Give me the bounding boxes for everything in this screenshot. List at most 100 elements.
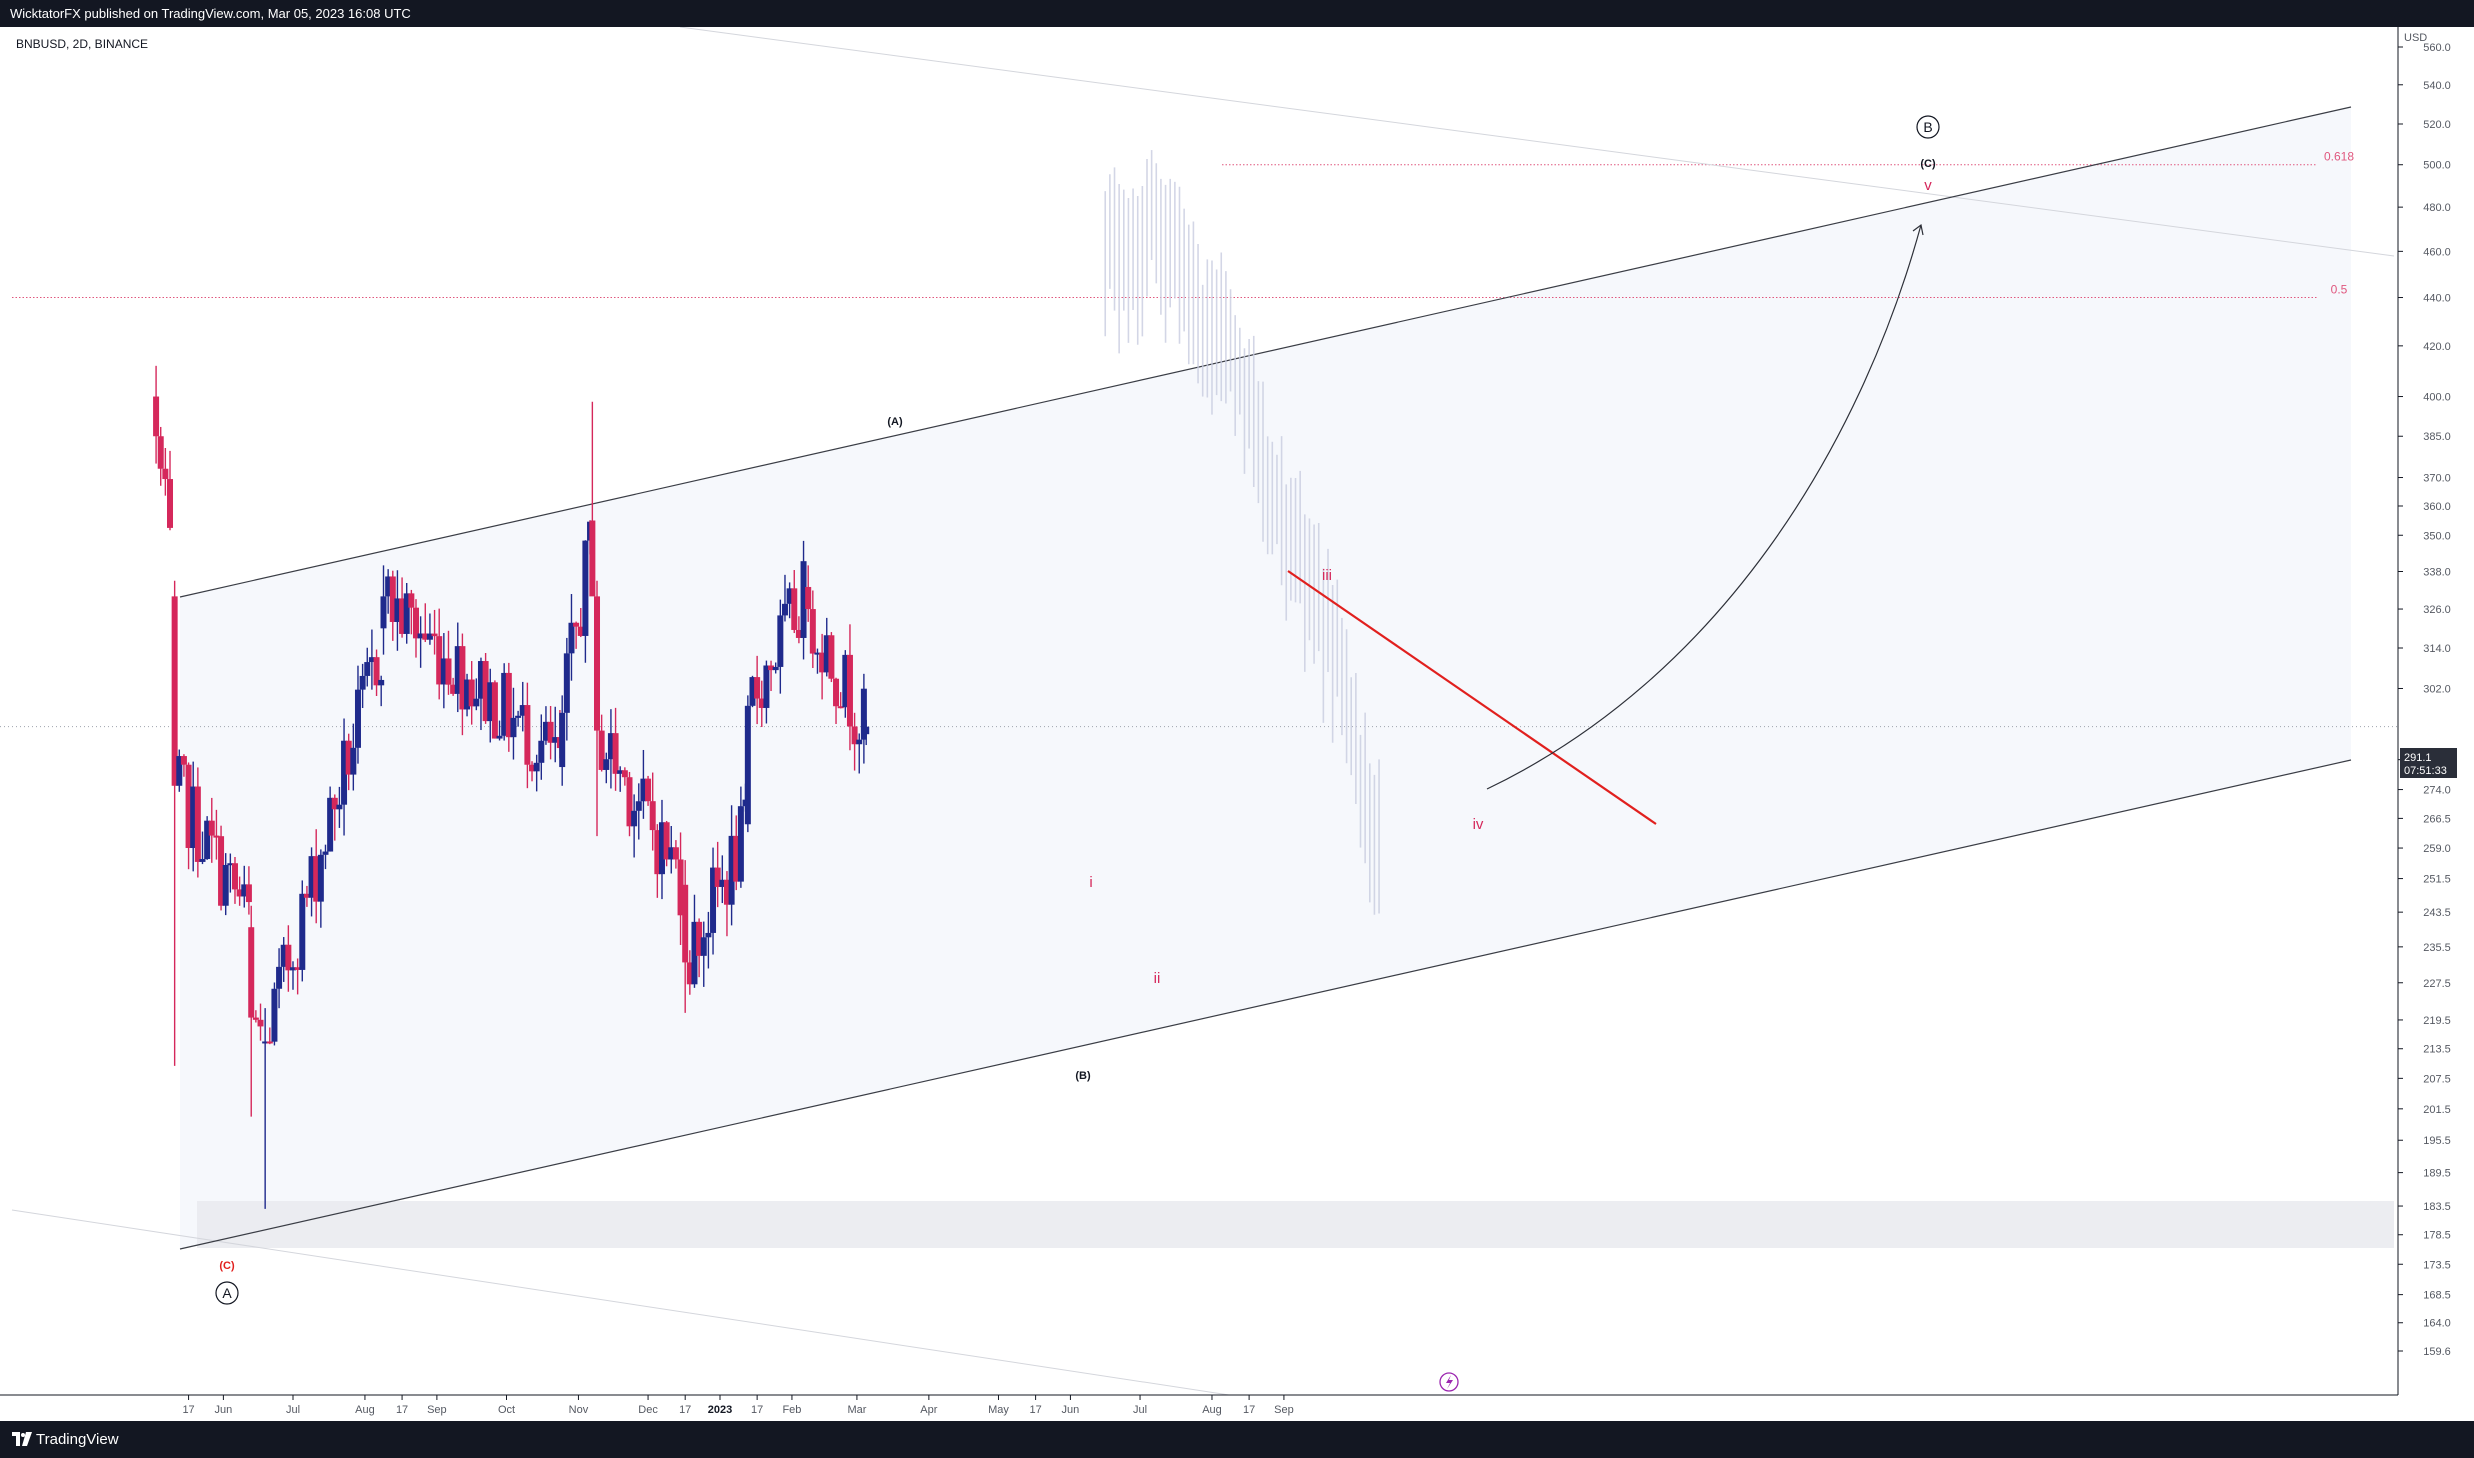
candle-body <box>227 863 234 866</box>
candle-body <box>863 726 870 735</box>
candle-body <box>723 879 730 905</box>
candle-body <box>303 893 310 898</box>
candle-body <box>631 810 638 827</box>
wave-label-int-c-high: (C) <box>1920 158 1936 170</box>
candle-body <box>842 654 849 708</box>
projection-arrow-head <box>1912 223 1924 236</box>
candle-body <box>607 733 614 760</box>
candle-body <box>162 468 169 480</box>
wave-labels: A B (A) (B) (C) (C) i ii iii iv v <box>215 115 1940 1305</box>
y-tick-label: 219.5 <box>2423 1015 2451 1027</box>
candle-body <box>559 712 566 768</box>
x-tick-label: Jun <box>215 1404 233 1416</box>
tradingview-brand[interactable]: TradingView <box>36 1431 119 1448</box>
y-tick-label: 370.0 <box>2423 473 2451 485</box>
publication-bar: WicktatorFX published on TradingView.com… <box>0 0 2474 27</box>
candle-body <box>833 678 840 707</box>
x-tick-label: 17 <box>751 1404 763 1416</box>
candle-body <box>677 859 684 916</box>
wave-label-int-c-low: (C) <box>219 1260 235 1272</box>
last-price-countdown: 07:51:33 <box>2404 765 2447 777</box>
y-tick-label: 227.5 <box>2423 978 2451 990</box>
y-tick-label: 164.0 <box>2423 1318 2451 1330</box>
price-scale-unit: USD <box>2404 32 2427 44</box>
time-axis-background <box>0 1395 2398 1421</box>
candle-body <box>589 520 596 597</box>
y-tick-label: 314.0 <box>2423 643 2451 655</box>
x-tick-label: 2023 <box>708 1404 732 1416</box>
candle-body <box>394 598 401 622</box>
candle-body <box>772 666 779 671</box>
candle-body <box>236 889 243 897</box>
candle-body <box>417 633 424 639</box>
candle-body <box>194 786 201 862</box>
candle-body <box>547 721 554 743</box>
candle-body <box>568 622 575 654</box>
x-tick-label: Sep <box>427 1404 447 1416</box>
wave-label-major-a: A <box>222 1285 232 1301</box>
candle-body <box>828 635 835 679</box>
candle-body <box>380 596 387 629</box>
candle-body <box>477 661 484 699</box>
candle-body <box>672 847 679 860</box>
candle-body <box>294 967 301 970</box>
candle-body <box>645 778 652 802</box>
candle-body <box>737 806 744 882</box>
candle-body <box>696 921 703 956</box>
candle-body <box>719 879 726 887</box>
publication-credit: WicktatorFX published on TradingView.com… <box>10 6 411 21</box>
candle-body <box>180 756 187 765</box>
y-tick-label: 560.0 <box>2423 42 2451 54</box>
candle-body <box>714 867 721 887</box>
candle-body <box>248 927 255 1018</box>
candle-body <box>436 636 443 685</box>
candle-body <box>594 596 601 731</box>
candle-body <box>728 835 735 905</box>
candle-body <box>208 820 215 836</box>
candle-body <box>185 764 192 848</box>
candle-body <box>368 657 375 663</box>
candle-body <box>213 835 220 838</box>
candle-body <box>290 967 296 971</box>
candle-body <box>649 801 656 831</box>
candle-body <box>271 988 278 1042</box>
candle-body <box>487 682 494 722</box>
channel-upper-line <box>179 106 2352 598</box>
candle-body <box>473 698 480 707</box>
y-tick-label: 266.5 <box>2423 813 2451 825</box>
chart-area[interactable]: 0.618 0.5 A B (A) (B) (C) (C) i ii iii <box>0 26 2474 1422</box>
candle-body <box>157 436 164 469</box>
candle-body <box>654 830 661 875</box>
candle-body <box>768 665 775 671</box>
wave-label-minor-ii: ii <box>1154 970 1161 987</box>
x-tick-label: 17 <box>1029 1404 1041 1416</box>
outer-line-upper <box>679 26 2395 257</box>
wave-label-minor-i: i <box>1089 874 1092 891</box>
candle-body <box>663 822 670 860</box>
x-tick-label: Aug <box>355 1404 375 1416</box>
candle-body <box>533 762 540 772</box>
candle-body <box>167 479 174 528</box>
y-tick-label: 460.0 <box>2423 246 2451 258</box>
candle-body <box>459 646 466 710</box>
candle-body <box>809 609 816 654</box>
candle-body <box>464 679 471 710</box>
x-tick-label: Apr <box>920 1404 937 1416</box>
candle-body <box>373 657 380 686</box>
x-tick-label: May <box>988 1404 1009 1416</box>
candle-body <box>617 770 624 774</box>
candle-body <box>408 593 415 608</box>
y-tick-label: 440.0 <box>2423 293 2451 305</box>
candle-body <box>635 801 642 811</box>
candle-body <box>204 820 211 860</box>
candle-body <box>359 675 366 690</box>
lightning-icon[interactable] <box>1446 1375 1453 1389</box>
candle-body <box>450 684 457 694</box>
tradingview-logo-icon[interactable] <box>12 1432 32 1446</box>
wave-label-major-b: B <box>1923 119 1932 135</box>
price-chart[interactable]: 0.618 0.5 A B (A) (B) (C) (C) i ii iii <box>0 26 2474 1422</box>
candle-body <box>542 721 549 741</box>
outer-line-lower <box>11 1209 1401 1422</box>
candle-body <box>800 561 807 638</box>
candle-body <box>851 726 858 745</box>
